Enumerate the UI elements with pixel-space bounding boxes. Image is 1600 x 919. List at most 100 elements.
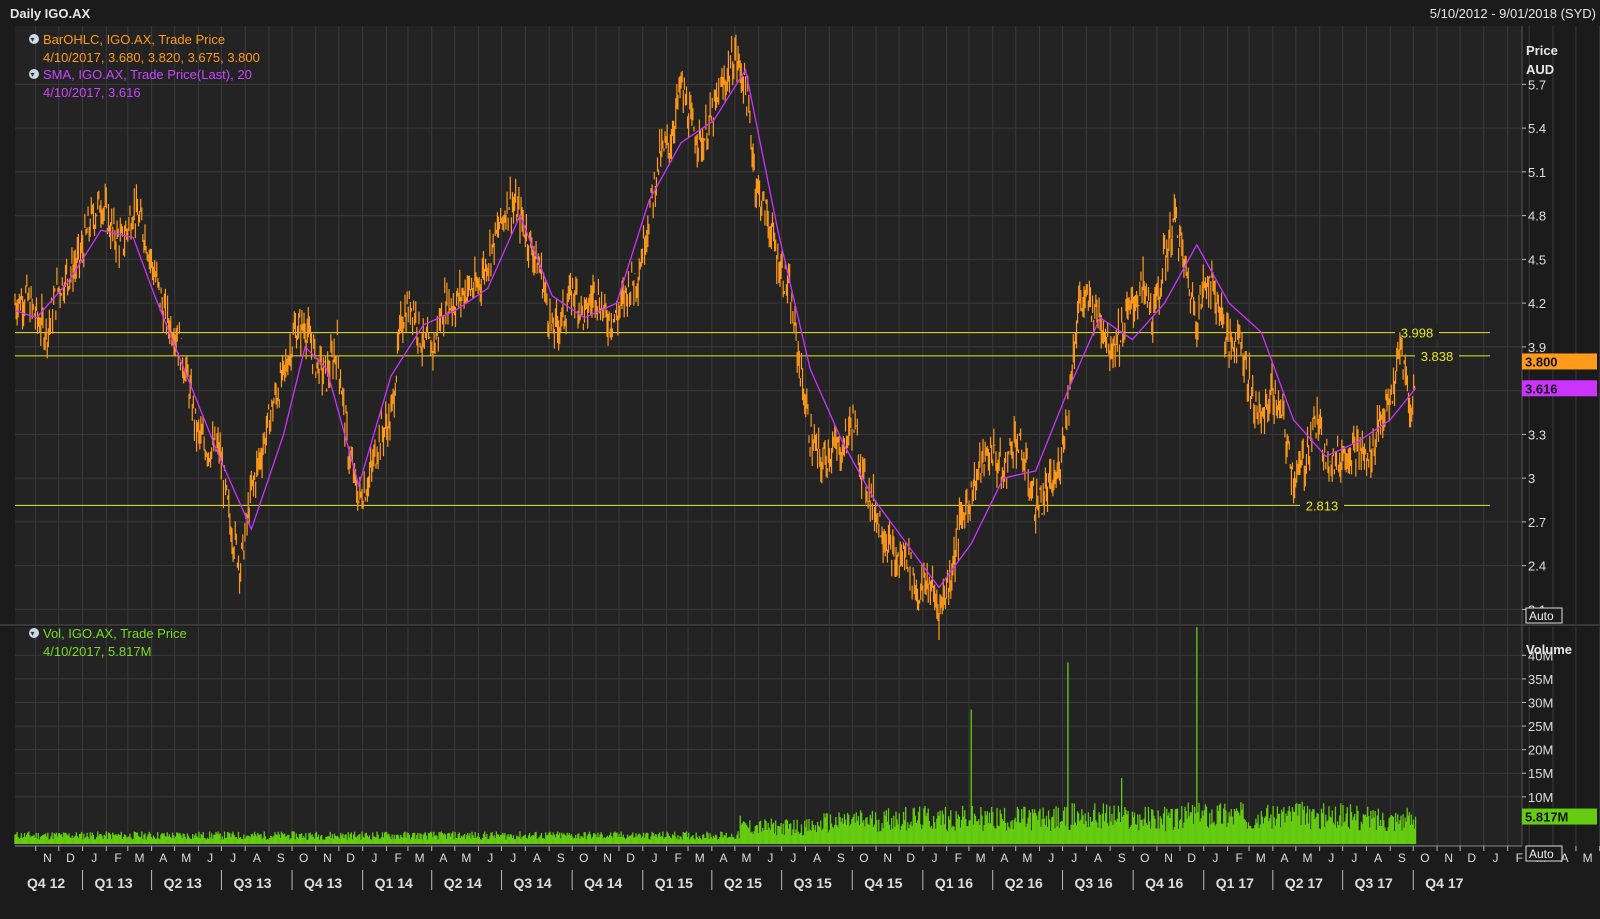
price-tick-label: 5.4 xyxy=(1528,121,1546,136)
month-label: F xyxy=(1516,851,1523,865)
month-label: D xyxy=(1467,851,1476,865)
last-volume-label: 5.817M xyxy=(1525,810,1568,825)
price-tick-label: 3.9 xyxy=(1528,340,1546,355)
volume-series xyxy=(14,627,1417,844)
quarter-label: Q3 15 xyxy=(794,875,832,891)
quarter-label: Q1 15 xyxy=(655,875,693,891)
reference-line-label: 3.838 xyxy=(1421,349,1454,364)
legend-toggle-glyph: ▾ xyxy=(31,629,35,638)
price-auto-button-frame[interactable] xyxy=(1525,607,1563,624)
volume-tick-label: 30M xyxy=(1528,695,1553,710)
quarter-label: Q2 17 xyxy=(1285,875,1323,891)
month-label: F xyxy=(114,851,121,865)
price-tick-label: 4.5 xyxy=(1528,252,1546,267)
quarter-label: Q2 14 xyxy=(444,875,482,891)
legend-volume-values: 4/10/2017, 5.817M xyxy=(43,644,151,659)
sma-line xyxy=(14,68,1417,589)
quarter-label: Q4 13 xyxy=(304,875,342,891)
quarter-label: Q1 17 xyxy=(1216,875,1254,891)
volume-tick-label: 15M xyxy=(1528,766,1553,781)
month-label: J xyxy=(371,851,377,865)
price-tick-label: 5.7 xyxy=(1528,77,1546,92)
chart-title: Daily IGO.AX xyxy=(10,6,91,21)
date-range: 5/10/2012 - 9/01/2018 (SYD) xyxy=(1430,6,1596,21)
month-label: D xyxy=(1187,851,1196,865)
month-label: J xyxy=(767,851,773,865)
price-axis-unit: AUD xyxy=(1526,62,1554,77)
quarter-label: Q2 16 xyxy=(1005,875,1043,891)
month-label: J xyxy=(790,851,796,865)
month-label: S xyxy=(837,851,845,865)
month-label: A xyxy=(1561,851,1569,865)
month-label: M xyxy=(461,851,471,865)
month-label: J xyxy=(1351,851,1357,865)
month-label: M xyxy=(415,851,425,865)
quarter-label: Q4 17 xyxy=(1425,875,1463,891)
legend-toggle-icon[interactable] xyxy=(29,34,39,44)
quarter-label: Q2 15 xyxy=(724,875,762,891)
month-label: J xyxy=(1212,851,1218,865)
volume-legend: ▾ Vol, IGO.AX, Trade Price 4/10/2017, 5.… xyxy=(29,626,187,659)
month-label: J xyxy=(1493,851,1499,865)
month-label: A xyxy=(253,851,261,865)
quarter-label: Q3 13 xyxy=(233,875,271,891)
last-price-marker xyxy=(1522,353,1597,370)
volume-plot-area[interactable] xyxy=(15,627,1522,846)
legend-volume-name: Vol, IGO.AX, Trade Price xyxy=(43,626,187,641)
month-label: M xyxy=(1583,851,1593,865)
price-axis-title: Price xyxy=(1526,43,1558,58)
month-label: N xyxy=(883,851,892,865)
volume-tick-label: 35M xyxy=(1528,672,1553,687)
volume-tick-label: 10M xyxy=(1528,790,1553,805)
month-label: O xyxy=(299,851,308,865)
reference-lines: 3.998 3.838 2.813 xyxy=(15,324,1490,513)
quarter-label: Q1 14 xyxy=(375,875,413,891)
quarter-label: Q3 14 xyxy=(514,875,552,891)
month-label: M xyxy=(134,851,144,865)
quarter-label: Q3 16 xyxy=(1075,875,1113,891)
month-label: D xyxy=(626,851,635,865)
quarter-label: Q4 14 xyxy=(584,875,622,891)
last-volume-marker xyxy=(1522,808,1597,825)
reference-line-label: 2.813 xyxy=(1306,498,1339,513)
month-label: J xyxy=(651,851,657,865)
month-label: D xyxy=(906,851,915,865)
sma-label: 3.616 xyxy=(1525,381,1558,396)
month-label: M xyxy=(181,851,191,865)
month-label: N xyxy=(1444,851,1453,865)
month-label: S xyxy=(1118,851,1126,865)
volume-auto-button[interactable]: Auto xyxy=(1525,845,1563,862)
volume-auto-button-frame[interactable] xyxy=(1525,845,1563,862)
month-label: J xyxy=(91,851,97,865)
gridlines xyxy=(15,26,1600,846)
legend-sma-name: SMA, IGO.AX, Trade Price(Last), 20 xyxy=(43,67,252,82)
price-auto-button-label: Auto xyxy=(1529,609,1554,623)
price-plot-area[interactable] xyxy=(15,26,1522,624)
legend-toggle-icon[interactable] xyxy=(29,69,39,79)
month-label: A xyxy=(533,851,541,865)
price-series xyxy=(14,34,1416,640)
month-label: N xyxy=(43,851,52,865)
price-tick-label: 2.7 xyxy=(1528,515,1546,530)
legend-toggle-icon[interactable] xyxy=(29,628,39,638)
month-label: J xyxy=(1071,851,1077,865)
month-label: J xyxy=(207,851,213,865)
volume-axis: 10M 15M 20M 25M 30M 35M 40M xyxy=(1522,648,1553,805)
price-legend: ▾ BarOHLC, IGO.AX, Trade Price 4/10/2017… xyxy=(29,32,260,100)
reference-line-label-bg xyxy=(1300,497,1344,513)
month-label: J xyxy=(230,851,236,865)
legend-sma-values: 4/10/2017, 3.616 xyxy=(43,85,141,100)
quarter-label: Q1 13 xyxy=(95,875,133,891)
month-label: F xyxy=(675,851,682,865)
month-label: F xyxy=(955,851,962,865)
month-label: J xyxy=(487,851,493,865)
volume-tick-label: 25M xyxy=(1528,719,1553,734)
sma-marker xyxy=(1522,380,1597,397)
quarter-label: Q4 16 xyxy=(1145,875,1183,891)
month-label: M xyxy=(742,851,752,865)
legend-toggle-glyph: ▾ xyxy=(31,35,35,44)
legend-toggle-glyph: ▾ xyxy=(31,70,35,79)
price-auto-button[interactable]: Auto xyxy=(1525,607,1563,624)
